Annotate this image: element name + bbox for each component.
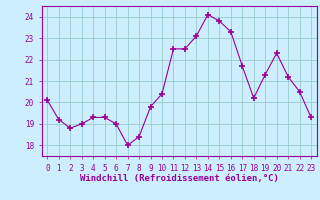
X-axis label: Windchill (Refroidissement éolien,°C): Windchill (Refroidissement éolien,°C) <box>80 174 279 183</box>
